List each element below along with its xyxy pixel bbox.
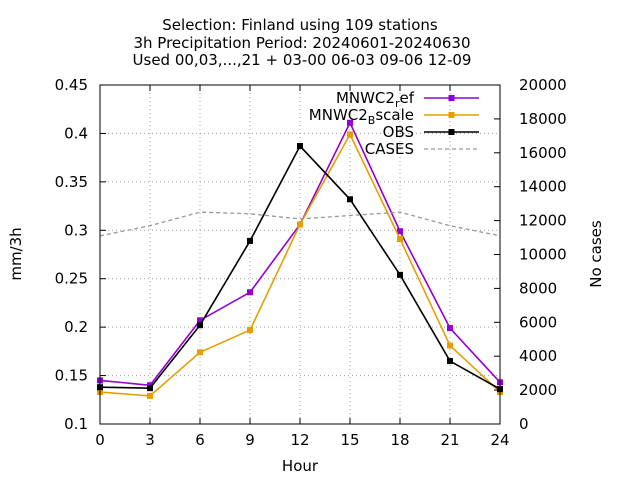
x-tick-label: 6 [195,431,205,449]
y2-tick-label: 20000 [519,76,567,94]
tick-labels: 0 3 6 9 12 15 18 21 24 0.1 0.15 0.2 0.25 0.3 0.35 0.4 0.… [55,76,567,449]
x-tick-label: 21 [440,431,459,449]
legend-label-mnwc2_ref: MNWC2ref [336,89,415,110]
data-point-obs [347,196,353,203]
data-point-mnwc2_bscale [297,221,303,228]
grid [100,85,500,424]
series-line-obs [99,144,501,390]
y2-tick-label: 18000 [519,110,567,128]
y-tick-label: 0.35 [55,173,88,191]
data-point-obs [197,322,203,329]
series-layer [97,119,503,399]
x-tick-label: 24 [490,431,509,449]
x-tick-label: 3 [145,431,155,449]
y-tick-label: 0.45 [55,76,88,94]
y-tick-label: 0.2 [64,318,88,336]
plot-frame [99,84,501,425]
legend-label-cases: CASES [365,140,414,158]
x-tick-label: 12 [290,431,309,449]
data-point-obs [147,385,153,392]
y-tick-label: 0.4 [64,124,88,142]
data-point-obs [297,143,303,150]
data-point-mnwc2_bscale [397,236,403,243]
y2-axis-label: No cases [587,220,605,288]
legend-marker-obs [448,129,455,135]
x-tick-label: 9 [245,431,255,449]
data-point-obs [247,237,253,244]
y-tick-label: 0.15 [55,367,88,385]
data-point-mnwc2_bscale [447,342,453,349]
y2-tick-label: 16000 [519,144,567,162]
legend-marker-mnwc2_ref [448,95,455,101]
y2-tick-label: 8000 [519,279,557,297]
plot-border [99,84,501,425]
y2-tick-label: 10000 [519,246,567,264]
y2-tick-label: 14000 [519,178,567,196]
y2-tick-label: 0 [519,415,529,433]
data-point-mnwc2_bscale [247,327,253,334]
y2-tick-label: 4000 [519,347,557,365]
data-point-mnwc2_ref [397,228,403,235]
series-line-cases [99,211,501,237]
y2-tick-label: 6000 [519,313,557,331]
legend-marker-mnwc2_bscale [448,112,455,118]
y2-tick-label: 2000 [519,381,557,399]
x-tick-label: 18 [390,431,409,449]
data-point-obs [447,358,453,365]
x-axis-label: Hour [282,457,319,475]
title-line-3: Used 00,03,...,21 + 03-00 06-03 09-06 12… [133,51,472,69]
data-point-mnwc2_bscale [197,349,203,356]
title-line-1: Selection: Finland using 109 stations [162,16,438,34]
x-tick-label: 15 [340,431,359,449]
y-tick-label: 0.1 [64,415,88,433]
y-tick-label: 0.25 [55,270,88,288]
data-point-mnwc2_ref [247,289,253,296]
y2-tick-label: 12000 [519,212,567,230]
legend-label-mnwc2_bscale: MNWC2Bscale [309,106,414,127]
y-tick-label: 0.3 [64,221,88,239]
legend-label-obs: OBS [383,123,414,141]
data-point-mnwc2_bscale [347,131,353,138]
chart-title: Selection: Finland using 109 stations 3h… [133,16,472,69]
title-line-2: 3h Precipitation Period: 20240601-202406… [133,34,470,52]
y-axis-label: mm/3h [7,227,25,280]
x-tick-label: 0 [95,431,105,449]
data-point-obs [397,271,403,278]
data-point-mnwc2_ref [347,119,353,126]
data-point-mnwc2_ref [197,317,203,324]
data-point-mnwc2_ref [447,325,453,332]
data-point-mnwc2_bscale [147,392,153,399]
